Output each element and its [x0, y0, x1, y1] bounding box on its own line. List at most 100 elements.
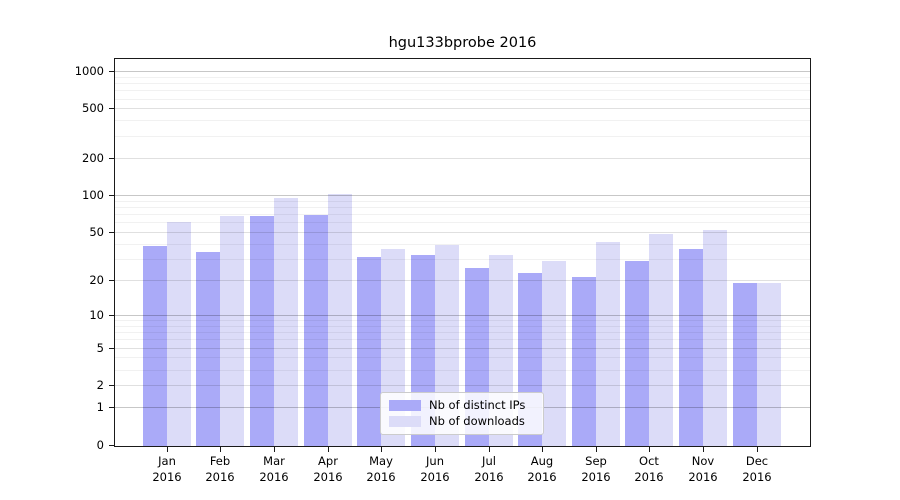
x-tick-label: Apr 2016: [313, 454, 343, 484]
x-tick-mark: [649, 447, 650, 452]
bar-distinct-ips: [625, 260, 650, 446]
y-gridline: [115, 332, 810, 333]
x-tick-label: Jun 2016: [420, 454, 450, 484]
y-gridline: [115, 259, 810, 260]
y-gridline: [115, 120, 810, 121]
y-gridline: [115, 280, 810, 281]
y-gridline: [115, 77, 810, 78]
y-tick-mark: [109, 445, 114, 446]
y-gridline: [115, 90, 810, 91]
y-tick-mark: [109, 71, 114, 72]
y-tick-mark: [109, 385, 114, 386]
y-gridline: [115, 195, 810, 196]
y-tick-label: 100: [82, 188, 104, 202]
bar-distinct-ips: [142, 246, 167, 446]
y-gridline: [115, 71, 810, 72]
x-tick-mark: [381, 447, 382, 452]
y-tick-mark: [109, 280, 114, 281]
x-tick-label: May 2016: [366, 454, 396, 484]
x-tick-label: Feb 2016: [205, 454, 235, 484]
y-tick-label: 200: [82, 151, 104, 165]
x-tick-label: Sep 2016: [581, 454, 611, 484]
bar-downloads: [595, 242, 620, 446]
x-tick-label: Dec 2016: [742, 454, 772, 484]
y-gridline: [115, 315, 810, 316]
y-gridline: [115, 136, 810, 137]
x-tick-label: Nov 2016: [688, 454, 718, 484]
y-tick-label: 2: [96, 378, 104, 392]
legend-swatch-distinct-ips-icon: [389, 399, 421, 411]
x-tick-label: Aug 2016: [527, 454, 557, 484]
y-tick-label: 1000: [74, 64, 104, 78]
y-gridline: [115, 207, 810, 208]
y-tick-mark: [109, 232, 114, 233]
y-gridline: [115, 83, 810, 84]
bar-downloads: [327, 193, 352, 446]
x-tick-label: Jul 2016: [474, 454, 504, 484]
x-tick-mark: [167, 447, 168, 452]
x-tick-label: Oct 2016: [634, 454, 664, 484]
bar-downloads: [166, 222, 191, 446]
legend-label-distinct-ips: Nb of distinct IPs: [429, 397, 526, 412]
y-gridline: [115, 99, 810, 100]
bar-distinct-ips: [196, 252, 221, 446]
bar-distinct-ips: [357, 257, 382, 446]
x-tick-mark: [489, 447, 490, 452]
y-tick-mark: [109, 108, 114, 109]
y-tick-mark: [109, 315, 114, 316]
y-gridline: [115, 357, 810, 358]
y-tick-label: 50: [89, 225, 104, 239]
bar-distinct-ips: [249, 216, 274, 446]
legend-label-downloads: Nb of downloads: [429, 414, 525, 429]
x-tick-mark: [274, 447, 275, 452]
y-gridline: [115, 244, 810, 245]
y-tick-label: 10: [89, 308, 104, 322]
y-gridline: [115, 158, 810, 159]
y-gridline: [115, 339, 810, 340]
plot-area: [115, 59, 810, 446]
x-tick-mark: [328, 447, 329, 452]
y-gridline: [115, 320, 810, 321]
chart-title: hgu133bprobe 2016: [388, 35, 537, 51]
bar-distinct-ips: [679, 249, 704, 446]
bar-downloads: [220, 215, 245, 446]
legend-item-distinct-ips: Nb of distinct IPs: [389, 399, 535, 412]
y-gridline: [115, 385, 810, 386]
y-gridline: [115, 370, 810, 371]
x-tick-label: Mar 2016: [259, 454, 289, 484]
y-gridline: [115, 232, 810, 233]
y-tick-mark: [109, 407, 114, 408]
x-tick-mark: [435, 447, 436, 452]
bar-distinct-ips: [732, 282, 757, 446]
y-gridline: [115, 214, 810, 215]
y-tick-mark: [109, 348, 114, 349]
y-gridline: [115, 222, 810, 223]
y-tick-label: 5: [96, 341, 104, 355]
y-tick-label: 500: [82, 101, 104, 115]
y-gridline: [115, 326, 810, 327]
bar-downloads: [273, 198, 298, 446]
legend-item-downloads: Nb of downloads: [389, 415, 535, 428]
bar-downloads: [542, 260, 567, 446]
y-gridline: [115, 348, 810, 349]
y-tick-mark: [109, 158, 114, 159]
y-gridline: [115, 108, 810, 109]
x-tick-label: Jan 2016: [152, 454, 182, 484]
y-tick-label: 20: [89, 273, 104, 287]
x-tick-mark: [542, 447, 543, 452]
legend-swatch-downloads-icon: [389, 416, 421, 428]
y-tick-label: 1: [96, 400, 104, 414]
bar-downloads: [756, 282, 781, 446]
bar-distinct-ips: [303, 214, 328, 446]
x-tick-mark: [703, 447, 704, 452]
legend: Nb of distinct IPs Nb of downloads: [380, 392, 544, 435]
bar-downloads: [649, 234, 674, 446]
y-gridline: [115, 201, 810, 202]
x-tick-mark: [757, 447, 758, 452]
y-tick-mark: [109, 195, 114, 196]
bar-downloads: [703, 229, 728, 446]
x-tick-mark: [220, 447, 221, 452]
y-tick-label: 0: [96, 438, 104, 452]
bar-distinct-ips: [571, 277, 596, 446]
